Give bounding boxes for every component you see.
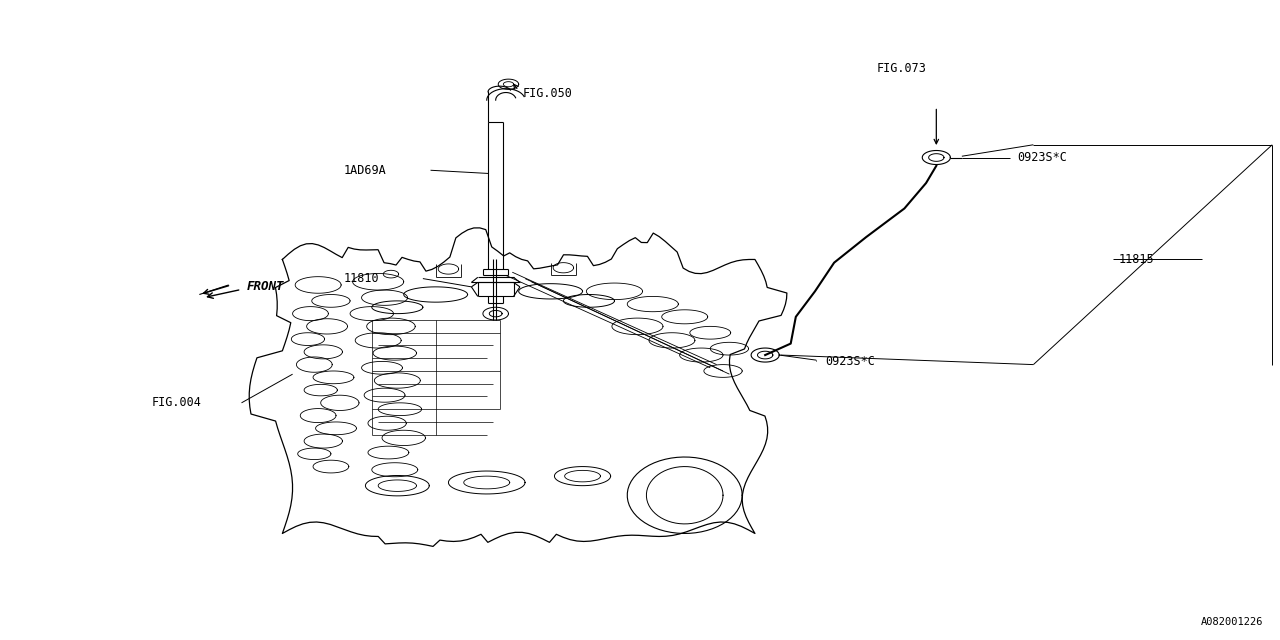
Text: FIG.004: FIG.004 (152, 396, 202, 410)
Text: 0923S*C: 0923S*C (826, 355, 876, 368)
Text: 1AD69A: 1AD69A (344, 164, 387, 177)
Text: 11810: 11810 (344, 272, 379, 285)
Text: FIG.050: FIG.050 (522, 87, 572, 100)
Text: A082001226: A082001226 (1201, 617, 1263, 627)
Text: FIG.073: FIG.073 (877, 61, 927, 75)
Text: 0923S*C: 0923S*C (1016, 151, 1066, 164)
Text: FRONT: FRONT (247, 280, 284, 292)
Text: 11815: 11815 (1119, 253, 1155, 266)
